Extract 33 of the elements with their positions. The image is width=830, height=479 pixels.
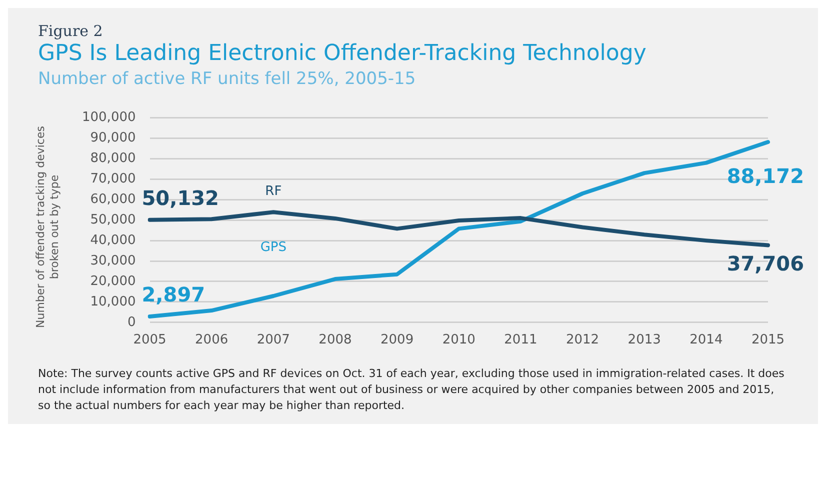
chart-subtitle: Number of active RF units fell 25%, 2005-15 [38,68,417,90]
x-tick-label: 2013 [628,332,661,348]
y-tick-label: 0 [127,314,136,330]
y-axis-title: Number of offender tracking devices broken out by type [34,125,62,330]
text: GPS [260,240,286,255]
caption: Figure 2 [38,22,104,40]
y-tick-label: 60,000 [90,192,136,208]
x-tick-label: 2015 [751,332,785,348]
x-tick-label: 2012 [566,332,600,348]
y-tick-label: 30,000 [90,253,136,268]
y-tick-label: 40,000 [90,232,136,248]
chart-title: GPS Is Leading Electronic Offender-Tracking Technology [38,40,648,68]
x-tick-label: 2014 [690,332,723,348]
x-tick-label: 2006 [195,332,228,348]
y-tick-label: 90,000 [90,130,136,146]
text: Note: The survey counts active GPS and RF devices on Oct. 31 of each year, excluding those used in immigration-related cases. It does not include information from manufacturers that went out of business or were acquired by other companies between 2005 and 2015, so the actual numbers for each year may be higher than reported. [37,366,786,414]
data-label: 37,706 [726,251,804,276]
x-tick-label: 2008 [318,332,352,348]
x-tick-label: 2011 [504,332,538,348]
y-tick-label: 10,000 [90,294,136,310]
x-tick-label: 2007 [256,332,290,348]
x-tick-label: 2009 [380,332,414,348]
y-tick-label: 50,000 [90,212,136,228]
y-tick-label: 80,000 [90,151,136,166]
data-label: 2,897 [142,282,206,307]
x-tick-label: 2010 [442,332,476,348]
series-label: RF [265,184,282,199]
x-tick-label: 2005 [133,332,166,348]
y-tick-label: 100,000 [82,110,136,126]
y-tick-label: 70,000 [90,172,136,187]
data-label: 50,132 [142,186,219,210]
y-tick-label: 20,000 [90,274,136,289]
data-label: 88,172 [726,164,804,188]
